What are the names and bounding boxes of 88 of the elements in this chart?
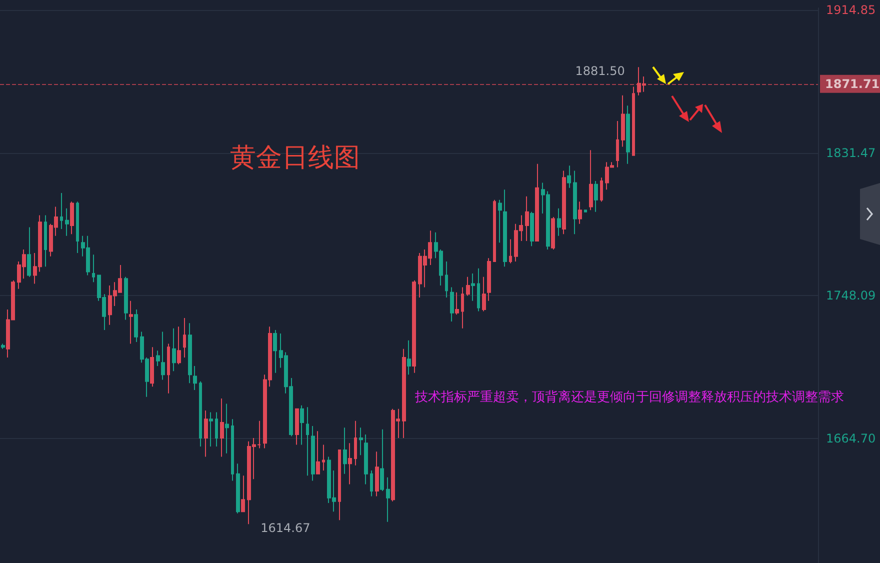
candlestick xyxy=(600,177,603,202)
candlestick xyxy=(535,163,539,242)
candlestick xyxy=(273,330,277,374)
candlestick xyxy=(509,238,512,264)
candlestick xyxy=(557,208,561,236)
candlestick xyxy=(616,120,619,168)
candlestick xyxy=(193,366,197,390)
annotation: 1614.67 xyxy=(260,521,310,536)
candlestick xyxy=(27,226,31,278)
candlestick xyxy=(236,463,240,514)
candlestick xyxy=(466,276,470,296)
y-tick-label: 1664.70 xyxy=(826,431,876,446)
candlestick xyxy=(455,292,459,316)
candlestick xyxy=(584,210,587,212)
candlestick xyxy=(594,180,598,212)
candlestick xyxy=(188,322,192,384)
candlestick xyxy=(300,404,304,446)
candlestick xyxy=(573,170,577,235)
candlestick xyxy=(477,268,480,312)
annotation: 1881.50 xyxy=(575,64,625,78)
candlestick xyxy=(129,300,133,344)
candlestick xyxy=(241,475,245,512)
candlestick xyxy=(348,442,352,485)
candlestick xyxy=(589,150,593,211)
candlestick xyxy=(134,308,138,343)
candlestick xyxy=(225,403,229,454)
candlestick xyxy=(156,350,160,367)
candlestick xyxy=(322,444,325,471)
candlestick xyxy=(359,427,363,456)
y-tick-label: 1748.09 xyxy=(826,288,876,303)
candlestick xyxy=(482,276,486,312)
candlestick xyxy=(498,199,502,244)
candlestick xyxy=(402,348,406,438)
candlestick xyxy=(530,211,534,247)
candlestick xyxy=(124,276,128,320)
annotation: 技术指标严重超卖，顶背离还是更倾向于回修调整释放积压的技术调整需求 xyxy=(414,389,844,405)
candlestick xyxy=(445,261,448,298)
candlestick xyxy=(370,470,373,497)
candlestick xyxy=(204,410,208,458)
candlestick xyxy=(209,412,213,448)
candlestick xyxy=(412,280,416,374)
candlestick xyxy=(76,201,79,254)
candlestick xyxy=(295,408,299,446)
candlestick xyxy=(503,189,507,268)
candlestick xyxy=(364,434,368,485)
candlestick xyxy=(44,214,47,268)
candlestick xyxy=(183,318,186,358)
candlestick xyxy=(65,208,69,236)
candlestick xyxy=(220,398,224,458)
y-tick-label: 1914.85 xyxy=(826,2,876,17)
candlestick xyxy=(215,412,218,448)
ref-line-label: 1871.71 xyxy=(825,76,880,91)
candlestick xyxy=(60,192,63,230)
candlestick xyxy=(487,258,491,302)
candlestick xyxy=(375,451,379,497)
candlestick xyxy=(578,201,582,224)
y-tick-label: 1831.47 xyxy=(826,146,876,160)
candlestick xyxy=(461,286,464,329)
candlestick xyxy=(161,331,165,380)
candlestick xyxy=(199,380,202,448)
candlestick xyxy=(167,343,170,394)
candlestick xyxy=(354,420,357,466)
candlestick xyxy=(525,196,529,242)
candlestick xyxy=(343,427,347,474)
candlestick xyxy=(177,326,181,365)
candlestick xyxy=(92,254,95,283)
candlestick xyxy=(626,105,630,164)
candlestick xyxy=(567,165,571,188)
candlestick xyxy=(338,449,341,521)
candlestick xyxy=(1,343,5,350)
candlestick xyxy=(632,86,635,156)
candlestick xyxy=(562,170,566,235)
candlestick xyxy=(316,430,320,474)
candlestick xyxy=(70,201,74,235)
candlestick xyxy=(380,428,384,492)
candlestick xyxy=(471,273,475,302)
candlestick xyxy=(311,425,315,482)
candlestick xyxy=(551,216,555,250)
text: 黄金日线图 xyxy=(230,143,360,173)
candlestick xyxy=(306,406,309,476)
candlestick xyxy=(450,286,454,322)
candlestick xyxy=(172,328,176,372)
candlestick xyxy=(231,418,234,482)
candlestick xyxy=(493,199,496,262)
candlestick xyxy=(407,340,411,376)
candlestick xyxy=(621,94,625,148)
candlestick xyxy=(386,476,390,522)
candlestick xyxy=(150,346,154,388)
